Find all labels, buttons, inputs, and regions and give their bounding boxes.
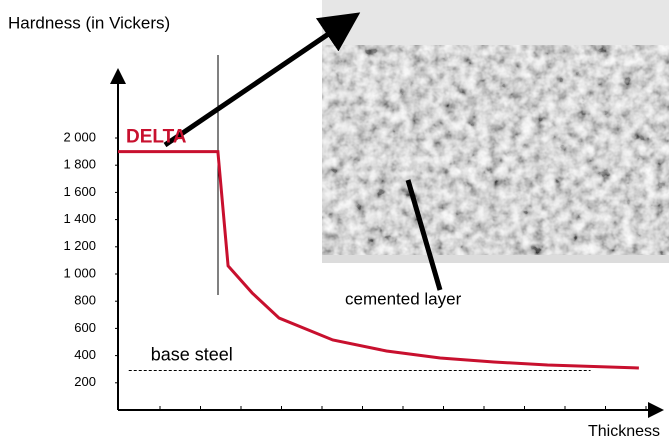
y-tick-label: 600: [74, 320, 96, 335]
y-tick-label: 1 200: [63, 238, 96, 253]
y-tick-label: 2 000: [63, 129, 96, 144]
annotation: cemented layer: [345, 289, 462, 308]
y-tick-label: 1 800: [63, 157, 96, 172]
y-tick-label: 1 000: [63, 265, 96, 280]
x-axis-label: Thickness: [588, 423, 660, 440]
y-tick-label: 800: [74, 293, 96, 308]
y-tick-label: 1 400: [63, 211, 96, 226]
series-label: DELTA: [126, 127, 187, 148]
series-label: base steel: [151, 344, 233, 364]
micrograph: [322, 0, 669, 263]
y-tick-label: 400: [74, 347, 96, 362]
line: [118, 150, 639, 370]
arrow: [163, 12, 361, 148]
y-axis-label: Hardness (in Vickers): [8, 13, 170, 32]
y-tick-label: 1 600: [63, 184, 96, 199]
arrow: [405, 179, 443, 291]
y-tick-label: 200: [74, 374, 96, 389]
